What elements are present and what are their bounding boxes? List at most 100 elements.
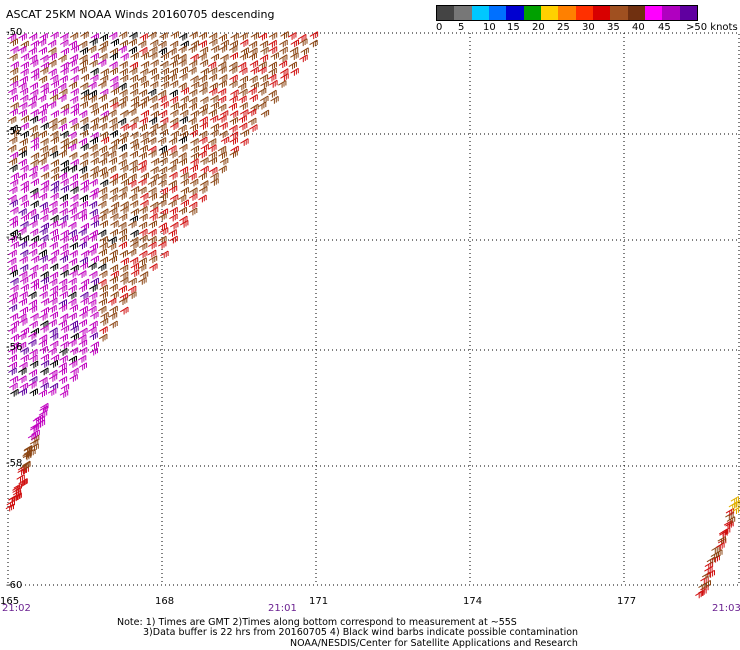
- wind-barb: [69, 269, 78, 278]
- wind-barb: [169, 89, 178, 98]
- wind-barb: [50, 214, 59, 223]
- wind-barb: [149, 206, 159, 215]
- wind-barb: [38, 249, 47, 257]
- wind-barb: [179, 109, 189, 118]
- wind-barb: [108, 109, 117, 118]
- wind-barb: [90, 150, 99, 159]
- wind-barb: [49, 74, 59, 83]
- wind-barb: [89, 229, 98, 238]
- wind-barb: [290, 39, 299, 48]
- wind-barb: [89, 283, 98, 292]
- wind-barb: [299, 54, 308, 63]
- lon-label-165: 165: [0, 596, 20, 607]
- wind-barb: [118, 285, 127, 293]
- wind-barb: [280, 31, 289, 39]
- wind-barb: [68, 277, 77, 286]
- wind-barb: [28, 305, 38, 313]
- time-label-mid: 21:01: [268, 603, 297, 614]
- wind-barb: [68, 355, 77, 364]
- wind-barb: [168, 47, 177, 56]
- wind-barb: [109, 122, 118, 131]
- wind-barb: [80, 278, 90, 287]
- wind-barb: [30, 282, 39, 291]
- wind-barb: [70, 367, 79, 376]
- wind-barb: [9, 108, 18, 116]
- wind-barb: [249, 60, 259, 68]
- wind-barb: [119, 95, 128, 104]
- wind-barb: [70, 193, 79, 202]
- wind-barb: [59, 313, 69, 322]
- wind-barb: [118, 228, 127, 236]
- wind-barb: [97, 200, 107, 209]
- wind-barb: [39, 145, 49, 153]
- wind-barb: [137, 263, 147, 272]
- wind-barb: [18, 158, 27, 167]
- wind-barb: [30, 152, 40, 161]
- wind-barb: [218, 151, 227, 159]
- wind-barb: [28, 339, 37, 347]
- wind-barb: [9, 151, 19, 160]
- wind-barb: [28, 299, 37, 308]
- wind-barb: [80, 179, 89, 188]
- wind-barb: [147, 145, 157, 154]
- wind-barb: [79, 82, 89, 90]
- wind-barb: [158, 173, 167, 182]
- wind-barb: [99, 53, 108, 61]
- wind-barb: [20, 327, 29, 336]
- wind-barb: [287, 32, 297, 40]
- wind-barb: [270, 95, 279, 104]
- wind-barb: [47, 100, 57, 109]
- wind-barb: [69, 95, 79, 104]
- wind-barb: [258, 66, 267, 75]
- wind-barb: [40, 382, 49, 391]
- wind-barb: [229, 52, 238, 60]
- wind-barb: [18, 208, 27, 216]
- wind-barb: [118, 172, 127, 181]
- wind-barb: [27, 208, 37, 217]
- wind-barb: [78, 319, 87, 327]
- wind-barb: [88, 262, 97, 270]
- wind-barb: [109, 67, 118, 75]
- wind-barb: [109, 96, 118, 105]
- wind-barb: [139, 33, 148, 41]
- wind-barb: [30, 327, 39, 336]
- wind-barb: [78, 228, 87, 236]
- legend-swatch: [437, 6, 455, 20]
- wind-barb: [158, 47, 167, 56]
- wind-barb: [98, 193, 108, 202]
- wind-barb: [138, 100, 147, 109]
- wind-barb: [704, 566, 713, 574]
- wind-barb: [178, 206, 187, 215]
- wind-barb: [59, 39, 69, 48]
- wind-barb: [30, 278, 39, 287]
- wind-barb: [58, 362, 67, 370]
- wind-barb: [5, 503, 14, 512]
- wind-barb: [99, 208, 109, 217]
- wind-barb: [128, 173, 137, 182]
- wind-barb: [38, 115, 47, 124]
- wind-barb: [80, 89, 90, 97]
- wind-barb: [29, 438, 39, 447]
- wind-barb: [30, 235, 40, 244]
- wind-barb: [48, 123, 58, 132]
- wind-barb: [109, 101, 119, 110]
- wind-barb: [10, 341, 19, 350]
- wind-barb: [68, 298, 77, 307]
- wind-barb: [88, 270, 98, 279]
- wind-barb: [129, 241, 139, 250]
- wind-barb: [130, 143, 140, 151]
- wind-barb: [258, 61, 267, 69]
- wind-barb: [159, 128, 168, 137]
- wind-barb: [99, 317, 109, 326]
- wind-barb: [9, 75, 18, 83]
- wind-barb: [228, 61, 238, 70]
- wind-barb: [238, 67, 248, 75]
- wind-barb: [39, 376, 48, 385]
- wind-barb: [140, 95, 149, 104]
- wind-barb: [28, 369, 37, 377]
- wind-barb: [190, 110, 199, 118]
- wind-barb: [40, 359, 50, 368]
- wind-barb: [19, 382, 29, 391]
- wind-barb: [78, 284, 87, 292]
